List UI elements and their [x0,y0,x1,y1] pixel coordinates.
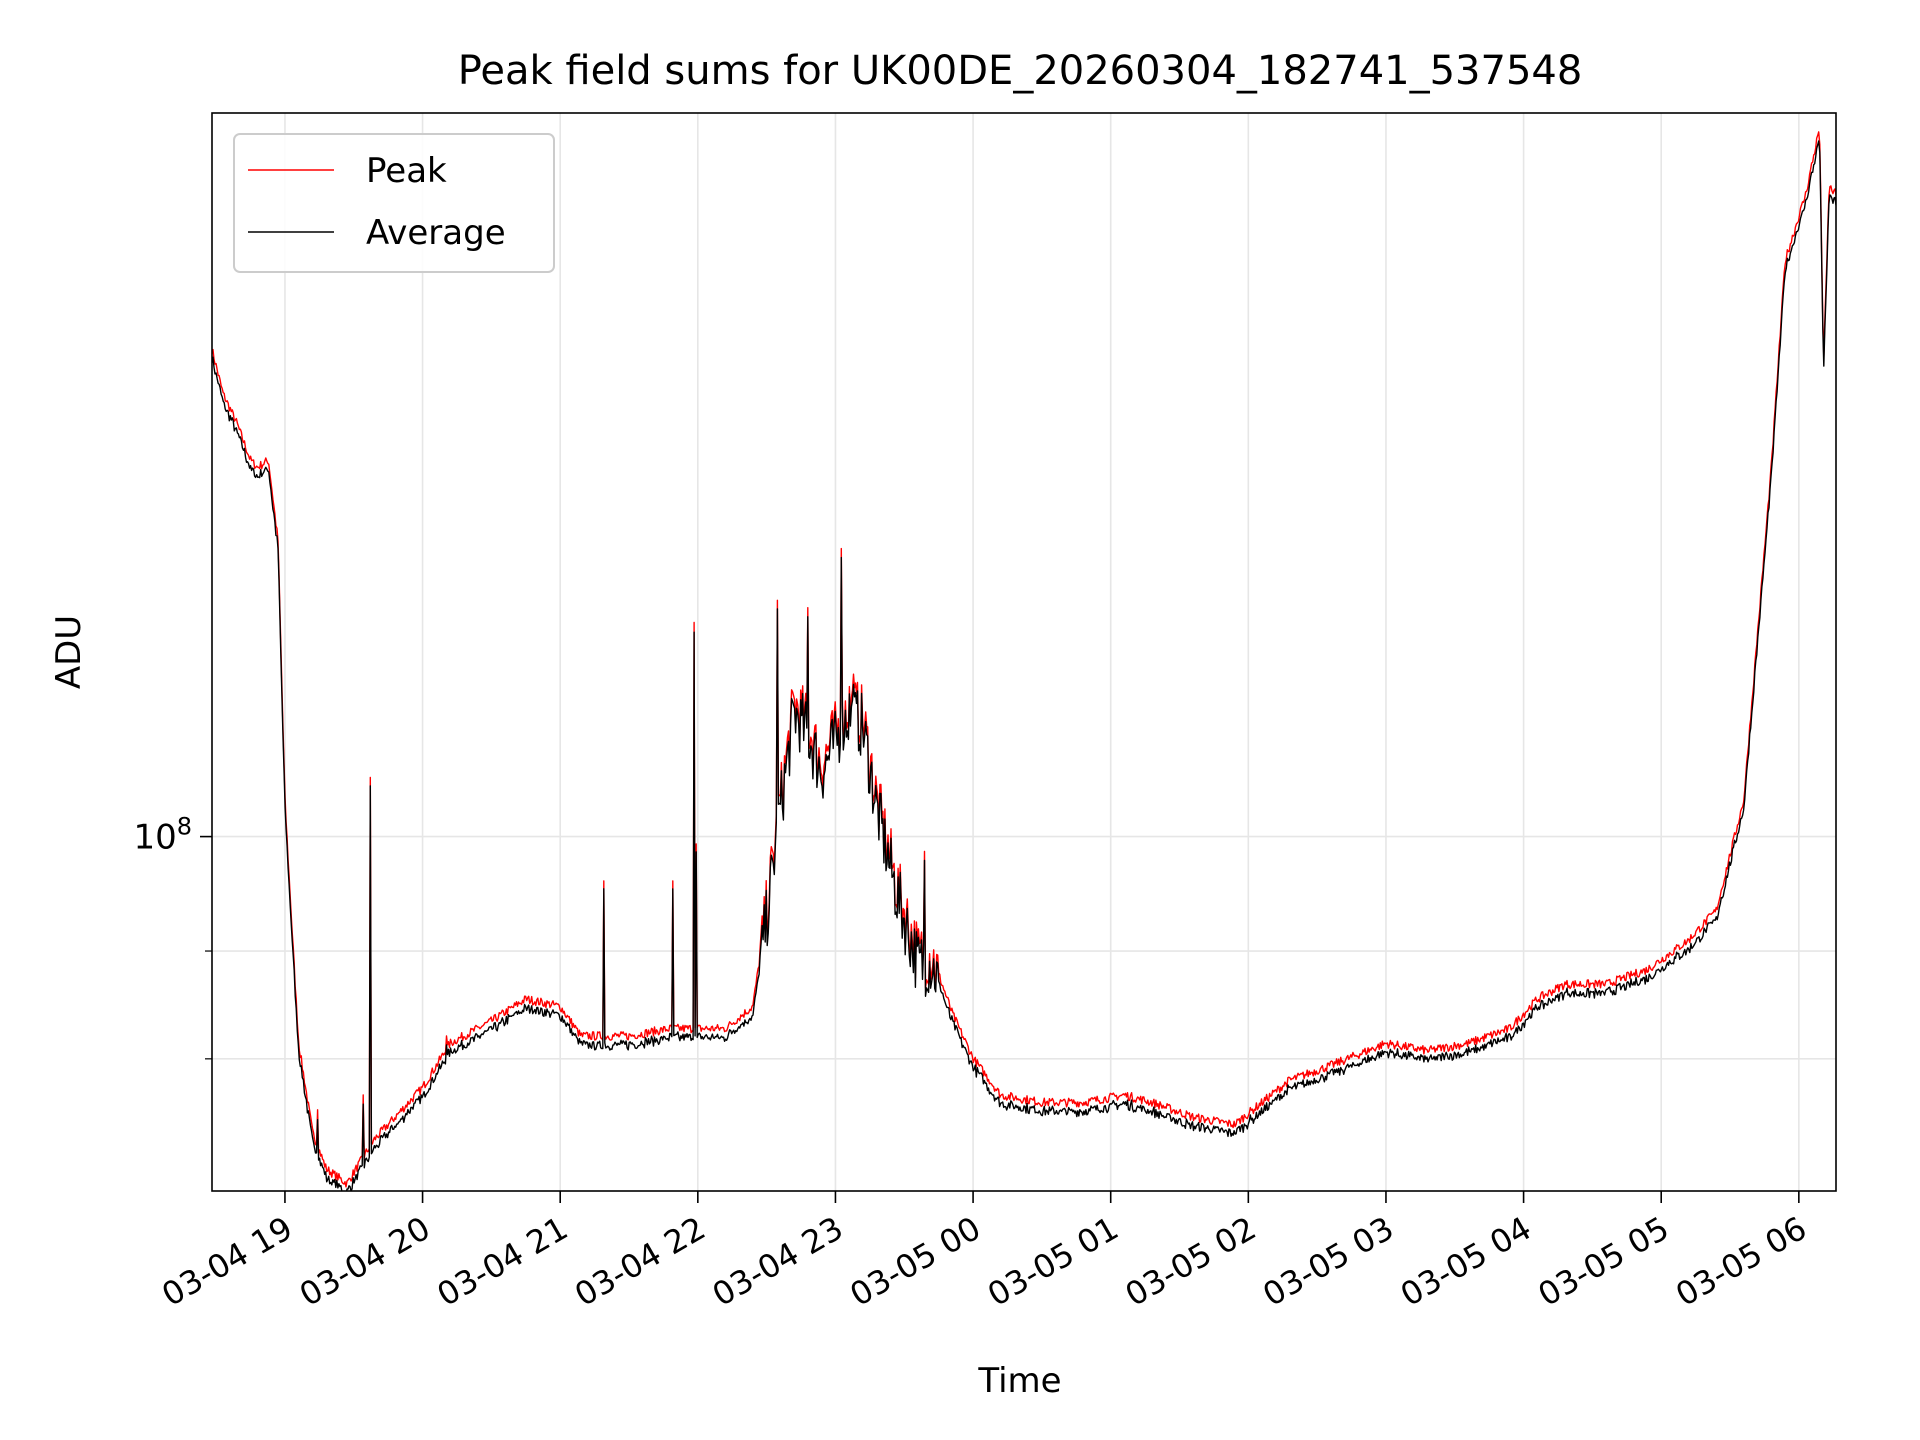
grid-lines [212,113,1836,1191]
legend-box [233,133,555,273]
series-group [212,131,1836,1191]
chart-title: Peak field sums for UK00DE_20260304_1827… [458,48,1583,94]
series-line-average [212,140,1836,1191]
legend-average-label: Average [366,213,506,253]
series-line-peak [212,131,1836,1188]
legend-peak-label: Peak [366,151,447,191]
y-axis-label: ADU [49,615,89,689]
x-axis-label: Time [977,1361,1061,1401]
legend: Peak Average [233,133,555,273]
y-tick-label: 108 [133,813,192,858]
plot-frame [211,112,1837,1192]
